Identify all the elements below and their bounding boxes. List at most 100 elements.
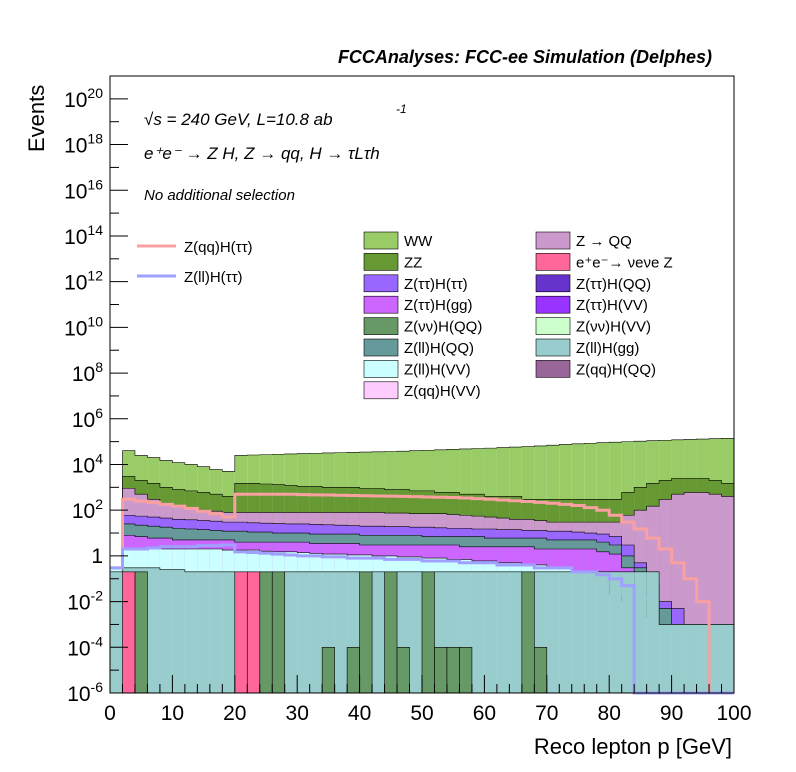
x-tick-label: 80 xyxy=(598,702,621,725)
spike-bar xyxy=(234,571,248,694)
y-tick-label: 1010 xyxy=(64,313,103,340)
spike-bar xyxy=(396,646,410,694)
legend-label: Z(ll)H(gg) xyxy=(576,340,639,357)
legend-label: Z(ll)H(QQ) xyxy=(404,340,474,357)
y-axis: 1020 1018 1016 1014 1012 1010 108 106 104 102 1 10-… xyxy=(64,75,128,706)
stack-outline xyxy=(109,437,735,693)
legend-label: ZZ xyxy=(404,254,422,271)
legend-label: Z(ττ)H(VV) xyxy=(576,297,648,314)
legend-swatch xyxy=(535,317,571,335)
x-tick-label: 50 xyxy=(410,702,433,725)
stack-bar xyxy=(646,571,660,693)
legend-line-label: Z(qq)H(ττ) xyxy=(184,239,253,256)
stack-bar xyxy=(471,571,485,693)
y-tick-label: 108 xyxy=(72,359,103,386)
spike-bar xyxy=(346,646,360,694)
spike-bar xyxy=(359,571,373,694)
overlay-line-layer xyxy=(110,492,734,695)
spike-bar xyxy=(434,646,448,694)
selection-line: No additional selection xyxy=(144,187,295,204)
overlay-line xyxy=(110,492,734,695)
spike-bar xyxy=(122,571,136,694)
spike-bar xyxy=(271,571,286,694)
stack-bar xyxy=(297,571,310,693)
legend-swatch xyxy=(535,274,571,293)
spike-bar xyxy=(459,646,473,694)
stack-bar xyxy=(696,624,710,693)
stack-bar xyxy=(571,571,585,693)
y-tick-label: 1012 xyxy=(64,268,103,295)
legend-swatch xyxy=(363,338,399,357)
stack-bar xyxy=(609,571,622,693)
stack-bar xyxy=(671,624,685,693)
energy-line: √s = 240 GeV, L=10.8 ab xyxy=(144,110,333,129)
legend: Z(qq)H(ττ) Z(ll)H(ττ) WW ZZ Z(ττ)H(ττ) Z(ττ)H… xyxy=(137,231,673,400)
stack-bar xyxy=(284,571,298,693)
stack-bar xyxy=(334,571,348,693)
stack-bar xyxy=(172,569,185,693)
stack-bar xyxy=(222,571,235,693)
y-tick-label: 1016 xyxy=(64,176,103,203)
spike-bar xyxy=(259,571,273,694)
stack-bar xyxy=(659,624,672,693)
luminosity-exponent: -1 xyxy=(396,102,407,116)
stack-bar xyxy=(209,571,223,693)
legend-swatch xyxy=(363,360,399,378)
stack-bar xyxy=(634,571,647,693)
legend-swatch xyxy=(535,253,571,271)
stack-bar xyxy=(621,571,635,693)
legend-swatch xyxy=(363,381,399,400)
legend-label: Z(ττ)H(ττ) xyxy=(404,276,468,293)
legend-label: Z(νν)H(QQ) xyxy=(404,319,482,336)
spike-bar xyxy=(446,646,460,694)
x-tick-label: 10 xyxy=(161,702,184,725)
y-axis-label: Events xyxy=(24,85,49,152)
x-tick-label: 60 xyxy=(473,702,496,725)
y-tick-label: 10-4 xyxy=(67,633,103,660)
y-tick-label: 1020 xyxy=(64,85,103,112)
spike-bar xyxy=(421,571,435,694)
legend-label: Z(qq)H(VV) xyxy=(404,383,481,400)
legend-label: Z(ττ)H(gg) xyxy=(404,297,473,314)
stack-bar xyxy=(110,571,123,693)
spike-bar xyxy=(534,646,548,694)
x-tick-label: 20 xyxy=(223,702,246,725)
stack-outline xyxy=(109,567,735,693)
stack-bar xyxy=(546,571,560,693)
legend-swatch xyxy=(535,231,571,250)
annotations: √s = 240 GeV, L=10.8 ab -1 e⁺e⁻ → Z H, Z… xyxy=(144,102,407,204)
x-tick-label: 40 xyxy=(348,702,371,725)
spike-bar xyxy=(521,571,535,694)
legend-swatch xyxy=(363,295,399,314)
y-tick-label: 10-2 xyxy=(67,588,103,615)
stack-bar xyxy=(147,567,160,693)
x-tick-label: 0 xyxy=(104,702,116,725)
spike-bar xyxy=(246,571,261,694)
x-tick-label: 90 xyxy=(660,702,683,725)
spike-layer xyxy=(122,571,548,694)
legend-swatch xyxy=(535,295,571,314)
stack-bar xyxy=(709,624,722,693)
x-axis-label: Reco lepton p [GeV] xyxy=(534,734,732,759)
y-tick-label: 104 xyxy=(72,450,103,477)
stack-bar xyxy=(372,571,385,693)
stack-bar xyxy=(409,571,422,693)
stack-bar xyxy=(559,571,572,693)
y-tick-label: 106 xyxy=(72,405,103,432)
spike-bar xyxy=(384,571,398,694)
x-axis: 0 10 20 30 40 50 60 70 80 90 100 xyxy=(104,675,752,725)
stack-bar xyxy=(159,569,173,693)
spike-bar xyxy=(134,571,148,694)
legend-swatch xyxy=(363,253,399,271)
chart-title: FCCAnalyses: FCC-ee Simulation (Delphes) xyxy=(338,47,712,67)
legend-swatch xyxy=(363,317,399,335)
process-line: e⁺e⁻ → Z H, Z → qq, H → τLτh xyxy=(144,144,380,163)
legend-swatch xyxy=(535,360,571,378)
x-tick-label: 100 xyxy=(716,702,751,725)
y-tick-label: 1018 xyxy=(64,131,103,158)
y-tick-label: 102 xyxy=(72,496,103,523)
stack-bar xyxy=(584,571,597,693)
stack-bar xyxy=(596,571,610,693)
legend-label: Z(ττ)H(QQ) xyxy=(576,276,651,293)
